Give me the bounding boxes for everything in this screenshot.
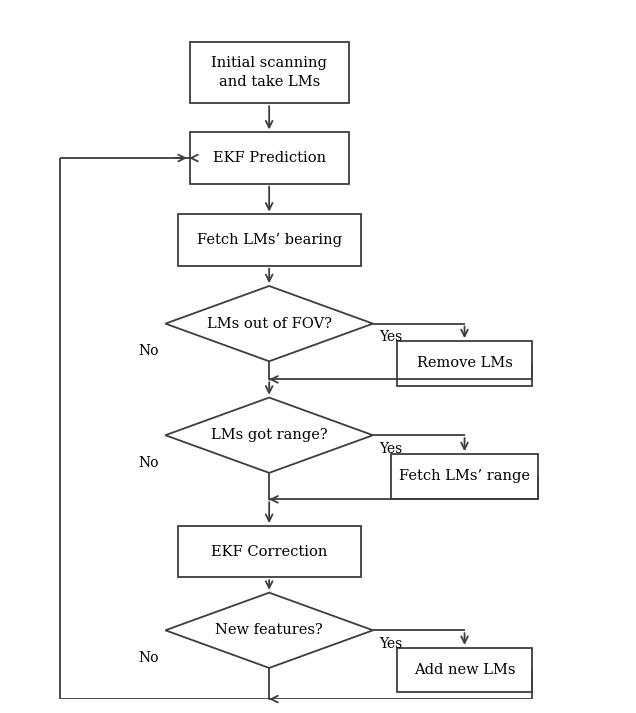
Text: No: No bbox=[139, 344, 159, 358]
Text: Fetch LMs’ range: Fetch LMs’ range bbox=[399, 469, 530, 483]
Polygon shape bbox=[165, 398, 373, 473]
Bar bbox=[391, 454, 538, 498]
Bar bbox=[177, 215, 361, 266]
Polygon shape bbox=[165, 593, 373, 668]
Text: Fetch LMs’ bearing: Fetch LMs’ bearing bbox=[197, 233, 342, 247]
Bar bbox=[398, 341, 532, 386]
Bar bbox=[190, 133, 349, 184]
Text: No: No bbox=[139, 456, 159, 470]
Text: EKF Prediction: EKF Prediction bbox=[212, 151, 326, 165]
Text: Initial scanning
and take LMs: Initial scanning and take LMs bbox=[211, 56, 327, 88]
Bar bbox=[190, 41, 349, 103]
Bar bbox=[177, 526, 361, 578]
Text: Yes: Yes bbox=[379, 637, 403, 651]
Text: New features?: New features? bbox=[215, 623, 323, 637]
Text: No: No bbox=[139, 651, 159, 665]
Text: LMs got range?: LMs got range? bbox=[211, 429, 328, 442]
Text: EKF Correction: EKF Correction bbox=[211, 545, 328, 558]
Text: Remove LMs: Remove LMs bbox=[417, 356, 513, 370]
Bar bbox=[398, 647, 532, 692]
Text: Yes: Yes bbox=[379, 442, 403, 456]
Text: Yes: Yes bbox=[379, 331, 403, 344]
Text: Add new LMs: Add new LMs bbox=[414, 663, 515, 677]
Text: LMs out of FOV?: LMs out of FOV? bbox=[207, 317, 331, 331]
Polygon shape bbox=[165, 286, 373, 361]
